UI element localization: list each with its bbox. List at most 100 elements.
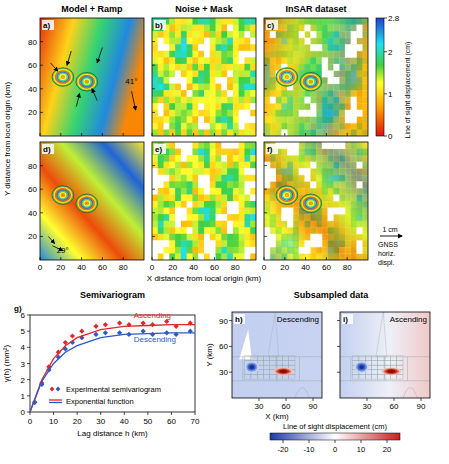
noise-cell	[351, 240, 357, 247]
noise-cell	[362, 201, 368, 208]
noise-cell	[244, 149, 250, 156]
mask-cell	[198, 175, 204, 182]
tick-label: 20	[56, 263, 65, 272]
noise-cell	[204, 149, 210, 156]
noise-cell	[164, 90, 170, 97]
noise-cell	[175, 18, 181, 25]
point	[93, 324, 98, 329]
noise-cell	[221, 234, 227, 241]
tick-label: 1	[21, 392, 26, 401]
noise-cell	[181, 64, 187, 71]
noise-cell	[152, 38, 158, 45]
noise-cell	[198, 25, 204, 32]
noise-cell	[333, 162, 339, 169]
noise-cell	[333, 168, 339, 175]
noise-cell	[239, 142, 245, 149]
noise-cell	[198, 110, 204, 117]
noise-cell	[164, 214, 170, 221]
noise-cell	[192, 214, 198, 221]
noise-cell	[198, 38, 204, 45]
noise-cell	[264, 38, 270, 45]
mask-cell	[250, 247, 256, 254]
noise-cell	[264, 64, 270, 71]
mask-cell	[310, 103, 316, 110]
tick-label: 0	[333, 445, 337, 454]
tick-label: -10	[304, 445, 315, 454]
mask-cell	[264, 162, 270, 169]
noise-cell	[221, 31, 227, 38]
noise-cell	[192, 175, 198, 182]
noise-cell	[299, 44, 305, 51]
noise-cell	[233, 38, 239, 45]
noise-cell	[304, 234, 310, 241]
noise-cell	[169, 31, 175, 38]
noise-cell	[244, 25, 250, 32]
noise-cell	[227, 77, 233, 84]
noise-cell	[175, 57, 181, 64]
fringe	[53, 186, 73, 203]
noise-cell	[328, 247, 334, 254]
tick	[102, 257, 103, 260]
noise-cell	[239, 208, 245, 215]
noise-cell	[192, 221, 198, 228]
mask-cell	[310, 181, 316, 188]
noise-cell	[216, 155, 222, 162]
map-panel	[40, 18, 144, 136]
noise-cell	[244, 142, 250, 149]
noise-cell	[299, 234, 305, 241]
noise-cell	[299, 90, 305, 97]
noise-cell	[356, 208, 362, 215]
noise-cell	[227, 38, 233, 45]
tick-label: 0	[388, 132, 393, 141]
noise-cell	[158, 123, 164, 130]
noise-cell	[239, 194, 245, 201]
noise-cell	[187, 253, 193, 260]
noise-cell	[304, 162, 310, 169]
noise-cell	[310, 64, 316, 71]
noise-cell	[216, 240, 222, 247]
label-patch	[342, 314, 353, 324]
noise-cell	[351, 194, 357, 201]
mask-cell	[328, 142, 334, 149]
noise-cell	[322, 51, 328, 58]
noise-cell	[270, 116, 276, 123]
noise-cell	[244, 97, 250, 104]
noise-cell	[227, 188, 233, 195]
noise-cell	[345, 142, 351, 149]
noise-cell	[175, 155, 181, 162]
mask-cell	[198, 116, 204, 123]
noise-cell	[198, 227, 204, 234]
noise-cell	[316, 64, 322, 71]
noise-cell	[181, 181, 187, 188]
noise-cell	[362, 194, 368, 201]
fringe	[54, 70, 71, 85]
fringe	[84, 201, 90, 206]
mask-cell	[322, 57, 328, 64]
noise-cell	[304, 44, 310, 51]
noise-cell	[281, 18, 287, 25]
noise-cell	[204, 221, 210, 228]
noise-cell	[192, 168, 198, 175]
noise-cell	[233, 84, 239, 91]
mask-cell	[281, 129, 287, 136]
noise-cell	[270, 70, 276, 77]
noise-cell	[345, 103, 351, 110]
noise-cell	[345, 201, 351, 208]
noise-cell	[204, 57, 210, 64]
tick-label: 40	[120, 417, 129, 426]
noise-cell	[293, 123, 299, 130]
noise-cell	[250, 97, 256, 104]
mask-cell	[304, 97, 310, 104]
noise-cell	[227, 97, 233, 104]
colorbar-title: Line of sight displacement (cm)	[283, 422, 387, 431]
noise-cell	[345, 175, 351, 182]
noise-cell	[351, 175, 357, 182]
quadtree	[264, 365, 270, 370]
mask-cell	[175, 208, 181, 215]
tick-label: 2	[388, 48, 393, 57]
noise-cell	[210, 201, 216, 208]
mask-cell	[316, 234, 322, 241]
quadtree	[289, 374, 295, 379]
noise-cell	[169, 253, 175, 260]
noise-cell	[192, 208, 198, 215]
